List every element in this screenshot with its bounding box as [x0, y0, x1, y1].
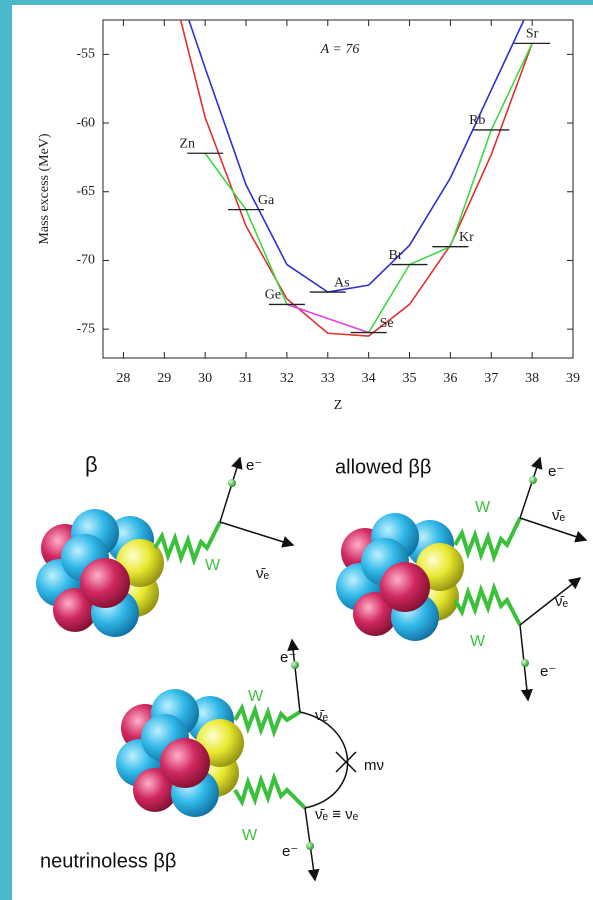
label: ν̄ₑ ≡ νₑ — [315, 806, 359, 823]
label: e⁻ — [246, 457, 262, 474]
chart: 28 29 30 31 32 33 34 35 36 37 38 39 -55 -60 -65 -70 -75 Z… — [37, 19, 580, 413]
nuclide-label: Rb — [469, 113, 485, 128]
nuclide-label: Ge — [265, 288, 281, 303]
label: W — [205, 557, 221, 574]
x-tick-label: 33 — [321, 371, 335, 386]
nuclide-label: Br — [389, 248, 403, 263]
x-tick-label: 37 — [484, 371, 498, 386]
series-line — [188, 20, 525, 293]
label: ν̄ₑ — [552, 507, 566, 524]
label: e⁻ — [280, 649, 296, 666]
x-tick-label: 32 — [280, 371, 294, 386]
label: allowed ββ — [335, 456, 431, 478]
series-line — [179, 20, 533, 337]
y-tick-label: -55 — [76, 47, 95, 62]
y-tick-label: -65 — [76, 184, 95, 199]
label: e⁻ — [540, 663, 556, 680]
nuclide-label: Ga — [258, 193, 275, 208]
nuclide-label: As — [334, 275, 350, 290]
x-tick-label: 28 — [116, 371, 130, 386]
nuclide-label: Kr — [459, 230, 474, 245]
label: e⁻ — [282, 843, 298, 860]
x-tick-label: 39 — [566, 371, 580, 386]
plot-frame — [102, 19, 574, 359]
x-axis-label: Z — [334, 398, 343, 413]
label: ν̄ₑ — [315, 707, 329, 724]
annotation: A = 76 — [320, 42, 360, 57]
x-tick-label: 35 — [403, 371, 417, 386]
x-tick-label: 36 — [443, 371, 457, 386]
x-tick-label: 29 — [157, 371, 171, 386]
x-tick-label: 31 — [239, 371, 253, 386]
y-tick-label: -75 — [76, 321, 95, 336]
label: β — [85, 452, 98, 477]
x-tick-label: 30 — [198, 371, 212, 386]
panel — [12, 5, 593, 900]
nuclide-label: Sr — [526, 27, 539, 42]
nuclide-label: Se — [380, 316, 394, 331]
y-axis-label: Mass excess (MeV) — [37, 133, 52, 245]
label: W — [242, 827, 258, 844]
x-tick-label: 38 — [525, 371, 539, 386]
label: mν — [364, 757, 384, 774]
x-tick-label: 34 — [362, 371, 376, 386]
label: W — [475, 499, 491, 516]
y-tick-label: -70 — [76, 253, 95, 268]
label: ν̄ₑ — [555, 593, 569, 610]
nuclide-label: Zn — [179, 136, 195, 151]
label: ν̄ₑ — [256, 565, 270, 582]
label: W — [470, 633, 486, 650]
y-tick-label: -60 — [76, 115, 95, 130]
label: W — [248, 688, 264, 705]
series-line — [286, 303, 369, 334]
label: e⁻ — [548, 463, 564, 480]
diagram: β W e⁻ ν̄ₑ allowed ββ W W e⁻ e⁻ ν̄ₑ ν̄ₑ … — [36, 452, 588, 882]
label: neutrinoless ββ — [40, 850, 176, 872]
